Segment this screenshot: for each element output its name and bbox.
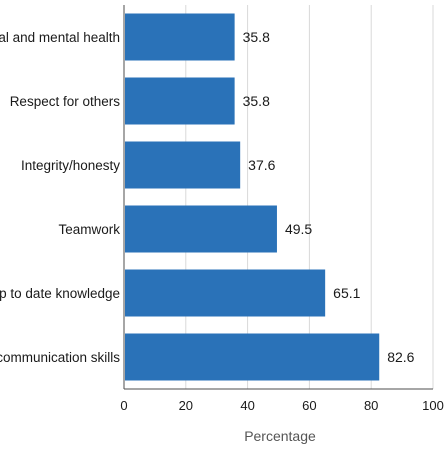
x-tick-label: 20 — [179, 398, 193, 413]
bar — [125, 205, 277, 253]
data-label: 82.6 — [387, 349, 414, 365]
bar — [125, 77, 235, 125]
bars — [125, 13, 380, 381]
x-axis-title: Percentage — [244, 428, 316, 444]
bar — [125, 333, 380, 381]
x-tick-label: 40 — [240, 398, 254, 413]
axes — [123, 5, 433, 390]
bar — [125, 13, 235, 61]
bar — [125, 141, 241, 189]
category-label: Respect for others — [10, 94, 121, 109]
category-label: Up to date knowledge — [0, 286, 120, 301]
gridlines — [185, 5, 434, 389]
bar — [125, 269, 326, 317]
x-tick-label: 100 — [422, 398, 444, 413]
data-label: 65.1 — [333, 285, 360, 301]
category-label: Teamwork — [58, 222, 120, 237]
category-label: Good communication skills — [0, 350, 120, 365]
data-label: 35.8 — [243, 93, 270, 109]
category-label: Integrity/honesty — [21, 158, 120, 173]
category-label: Physical and mental health — [0, 30, 120, 45]
x-tick-label: 80 — [364, 398, 378, 413]
x-tick-label: 0 — [120, 398, 127, 413]
x-tick-label: 60 — [302, 398, 316, 413]
data-label: 35.8 — [243, 29, 270, 45]
labels: 0 20 40 60 80 100 Physical and mental health 35… — [0, 29, 444, 413]
data-label: 49.5 — [285, 221, 312, 237]
data-label: 37.6 — [248, 157, 275, 173]
